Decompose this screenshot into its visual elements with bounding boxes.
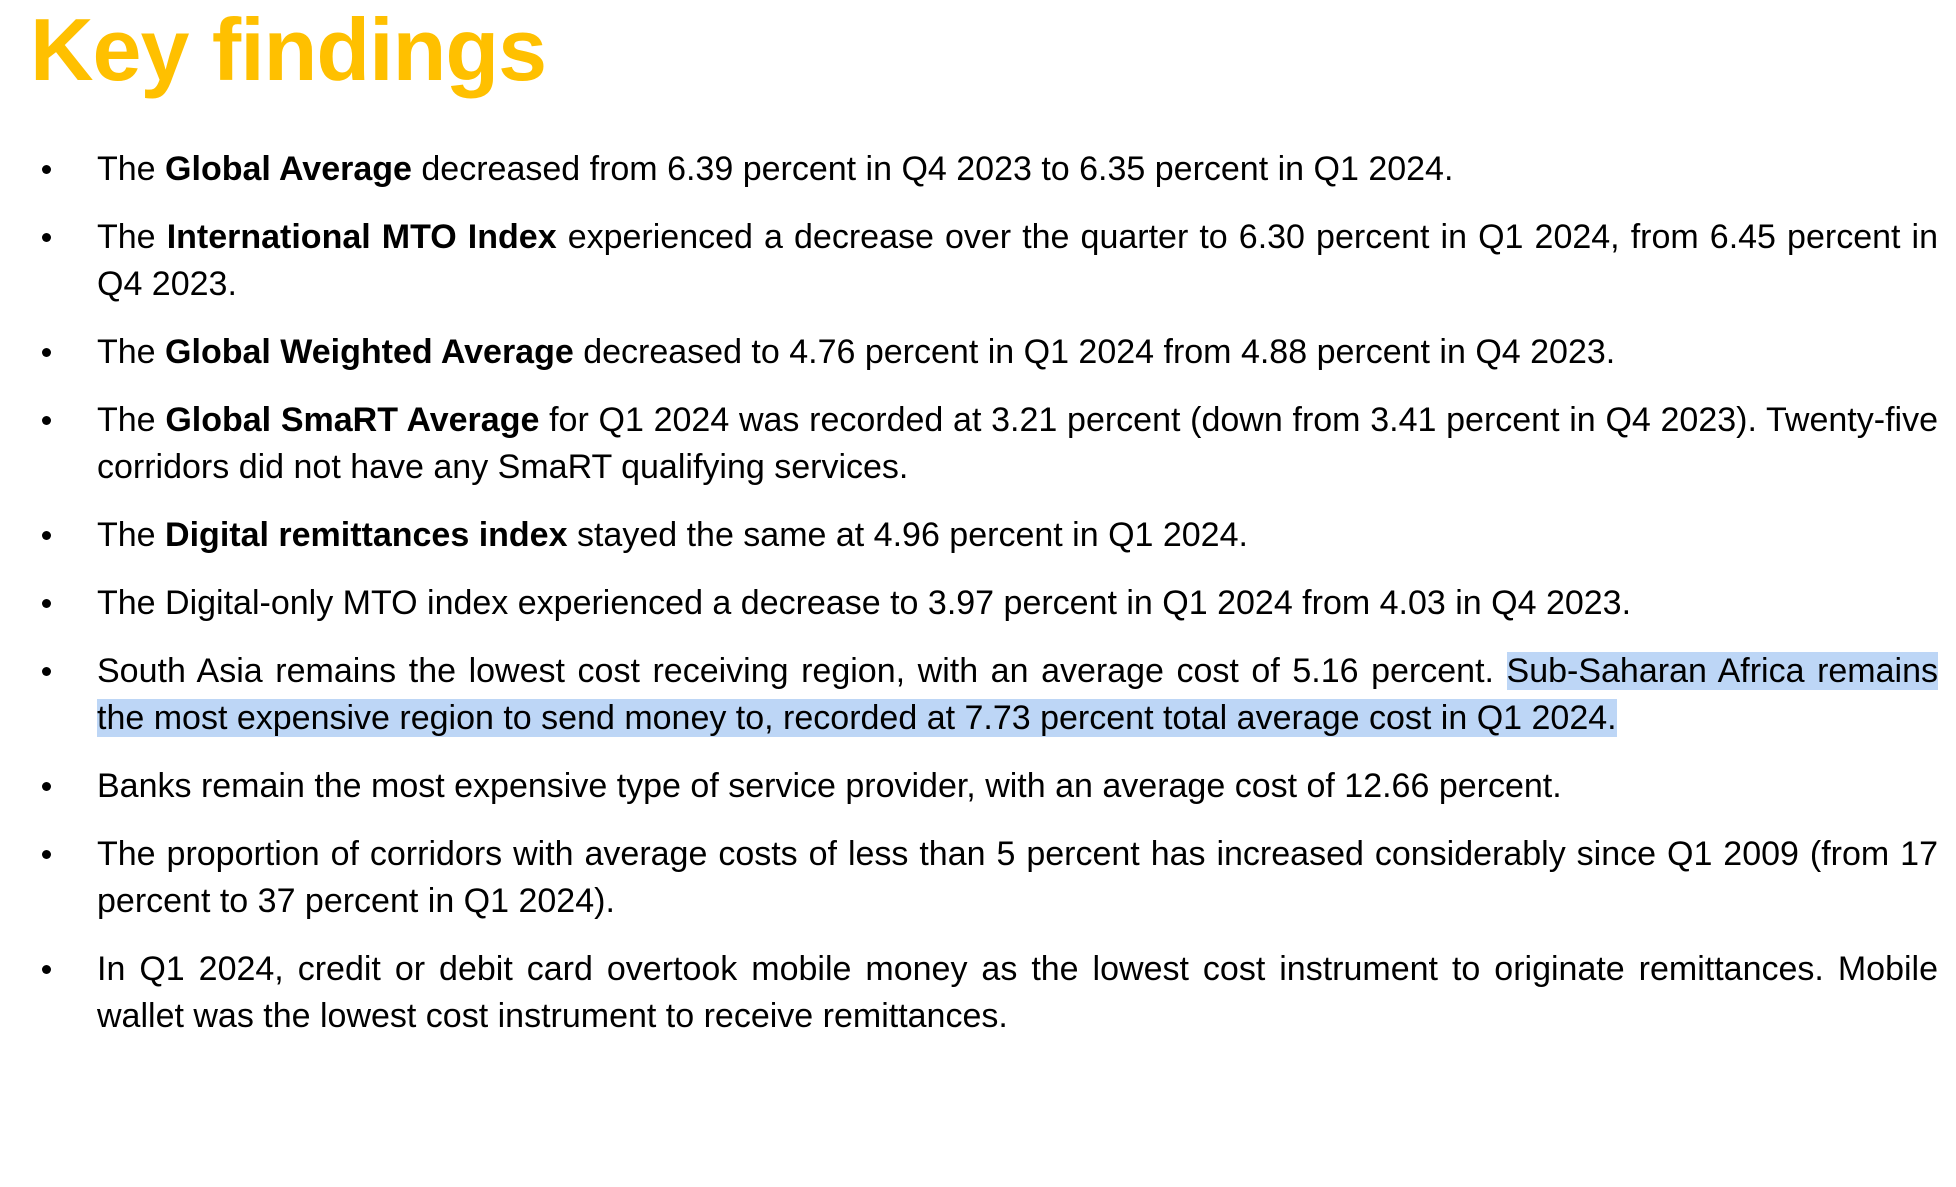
list-item: In Q1 2024, credit or debit card overtoo…	[40, 946, 1938, 1040]
text-segment: In Q1 2024, credit or debit card overtoo…	[97, 950, 1938, 1035]
bullet-icon	[42, 850, 51, 859]
bullet-icon	[42, 165, 51, 174]
text-segment: The	[97, 401, 166, 439]
bold-term: Global Average	[165, 150, 412, 188]
key-findings-list: The Global Average decreased from 6.39 p…	[0, 146, 1938, 1040]
list-item: The proportion of corridors with average…	[40, 831, 1938, 925]
text-segment: The	[97, 516, 166, 554]
text-segment: for Q1 2024 was recorded at 3.21 percent…	[97, 401, 1938, 486]
bullet-icon	[42, 965, 51, 974]
list-item: The Global SmaRT Average for Q1 2024 was…	[40, 397, 1938, 491]
bullet-icon	[42, 531, 51, 540]
finding-text: The Digital-only MTO index experienced a…	[97, 584, 1631, 622]
finding-text: In Q1 2024, credit or debit card overtoo…	[97, 950, 1938, 1035]
bold-term: Global SmaRT Average	[165, 401, 540, 439]
text-segment: The	[97, 218, 167, 256]
bold-term: International MTO Index	[166, 218, 557, 256]
text-segment: The	[97, 333, 166, 371]
text-segment: decreased to 4.76 percent in Q1 2024 fro…	[573, 333, 1616, 371]
finding-text: Banks remain the most expensive type of …	[97, 767, 1562, 805]
list-item: Banks remain the most expensive type of …	[40, 763, 1938, 810]
text-segment: The	[97, 150, 166, 188]
bullet-icon	[42, 348, 51, 357]
list-item: The International MTO Index experienced …	[40, 214, 1938, 308]
text-segment: The proportion of corridors with average…	[97, 835, 1938, 920]
finding-text: The Global SmaRT Average for Q1 2024 was…	[97, 401, 1938, 486]
page-title: Key findings	[30, 0, 547, 99]
bullet-icon	[42, 416, 51, 425]
finding-text: The Global Average decreased from 6.39 p…	[97, 150, 1453, 188]
finding-text: The Global Weighted Average decreased to…	[97, 333, 1615, 371]
finding-text: The Digital remittances index stayed the…	[97, 516, 1248, 554]
finding-text: The proportion of corridors with average…	[97, 835, 1938, 920]
text-segment: experienced a decrease over the quarter …	[97, 218, 1939, 303]
list-item: The Global Weighted Average decreased to…	[40, 329, 1938, 376]
list-item: The Digital-only MTO index experienced a…	[40, 580, 1938, 627]
finding-text: South Asia remains the lowest cost recei…	[97, 652, 1938, 737]
list-item: South Asia remains the lowest cost recei…	[40, 648, 1938, 742]
bullet-icon	[42, 233, 51, 242]
list-item: The Global Average decreased from 6.39 p…	[40, 146, 1938, 193]
bullet-icon	[42, 782, 51, 791]
text-segment: South Asia remains the lowest cost recei…	[97, 652, 1507, 690]
list-item: The Digital remittances index stayed the…	[40, 512, 1938, 559]
bold-term: Global Weighted Average	[165, 333, 574, 371]
bold-term: Digital remittances index	[165, 516, 568, 554]
text-segment: decreased from 6.39 percent in Q4 2023 t…	[411, 150, 1454, 188]
bullet-icon	[42, 667, 51, 676]
text-segment: The Digital-only MTO index experienced a…	[97, 584, 1632, 622]
bullet-icon	[42, 599, 51, 608]
text-segment: stayed the same at 4.96 percent in Q1 20…	[567, 516, 1248, 554]
finding-text: The International MTO Index experienced …	[97, 218, 1938, 303]
text-segment: Banks remain the most expensive type of …	[97, 767, 1562, 805]
